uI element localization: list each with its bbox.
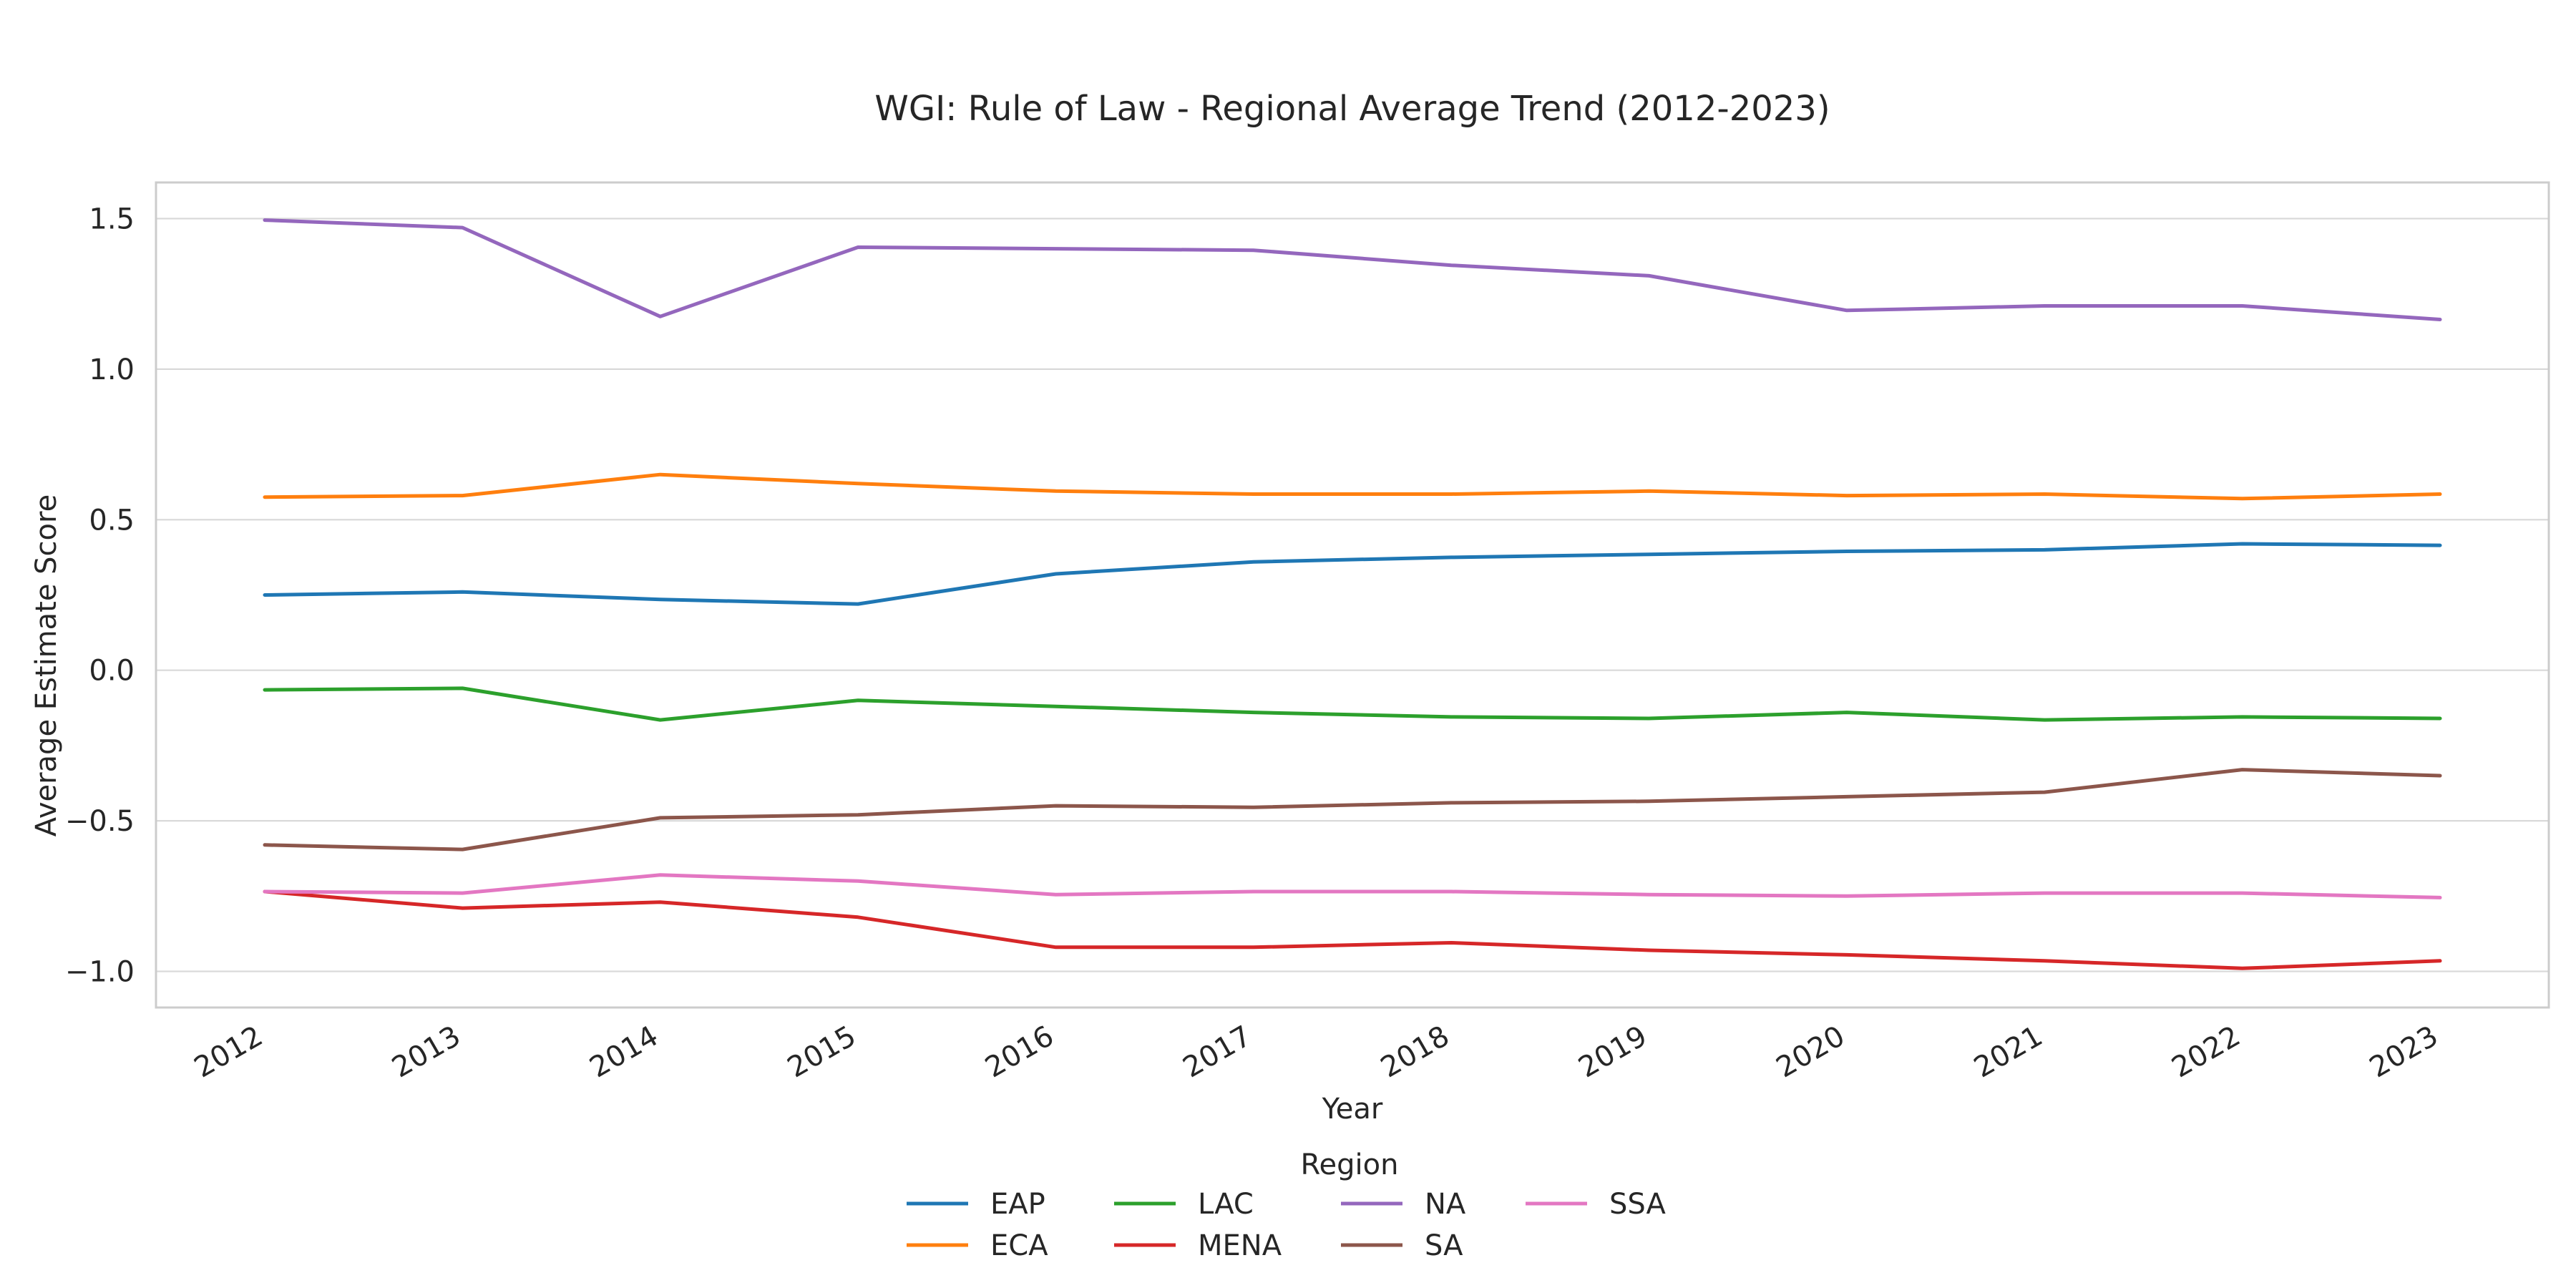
legend-items: EAP ECA LAC MENA NA SA SSA [907,1188,1667,1262]
x-tick-label: 2020 [1771,1020,1850,1085]
legend-item-eca: ECA [907,1229,1048,1262]
legend-item-ssa: SSA [1526,1188,1667,1221]
y-tick-label: −1.0 [65,956,135,989]
x-tick-label: 2022 [2166,1020,2245,1085]
series-line-lac [263,686,2442,722]
series-line-mena [263,889,2442,970]
y-tick-label: 0.0 [89,655,135,688]
x-tick-label: 2014 [585,1020,664,1085]
legend-item-mena: MENA [1114,1229,1282,1262]
x-axis-tick-labels: 2012 2013 2014 2015 2016 2017 2018 2019 2020 2021… [189,1020,2444,1085]
x-tick-label: 2023 [2364,1020,2444,1085]
series-line-ssa [263,873,2442,899]
x-tick-label: 2018 [1375,1020,1455,1085]
series-line-na [263,218,2442,321]
series-line-sa [263,768,2442,852]
legend: Region EAP ECA LAC MENA NA SA SSA [907,1148,1667,1262]
legend-label: SA [1425,1229,1463,1262]
y-tick-label: 0.5 [89,504,135,537]
series-line-eca [263,472,2442,501]
legend-label: NA [1425,1188,1466,1221]
x-tick-label: 2019 [1573,1020,1652,1085]
gridlines [156,218,2549,972]
y-tick-label: 1.0 [89,353,135,386]
legend-item-lac: LAC [1114,1188,1254,1221]
legend-item-sa: SA [1341,1229,1463,1262]
legend-item-na: NA [1341,1188,1466,1221]
legend-label: SSA [1609,1188,1667,1221]
y-axis-label: Average Estimate Score [30,494,63,836]
x-tick-label: 2012 [189,1020,268,1085]
legend-label: LAC [1198,1188,1254,1221]
legend-label: MENA [1198,1229,1282,1262]
x-tick-label: 2015 [782,1020,862,1085]
legend-label: EAP [990,1188,1045,1221]
chart-title: WGI: Rule of Law - Regional Average Tren… [874,89,1830,129]
series-line-eap [263,542,2442,606]
series-lines [263,218,2442,970]
x-tick-label: 2016 [980,1020,1059,1085]
x-tick-label: 2013 [386,1020,466,1085]
y-tick-label: −0.5 [65,805,135,838]
y-tick-label: 1.5 [89,203,135,235]
x-tick-label: 2017 [1178,1020,1257,1085]
x-axis-label: Year [1322,1093,1383,1126]
legend-label: ECA [990,1229,1048,1262]
x-tick-label: 2021 [1968,1020,2048,1085]
y-axis-tick-labels: 1.5 1.0 0.5 0.0 −0.5 −1.0 [65,203,135,988]
legend-item-eap: EAP [907,1188,1045,1221]
legend-title: Region [1301,1148,1399,1181]
plot-area-frame [155,181,2550,1009]
